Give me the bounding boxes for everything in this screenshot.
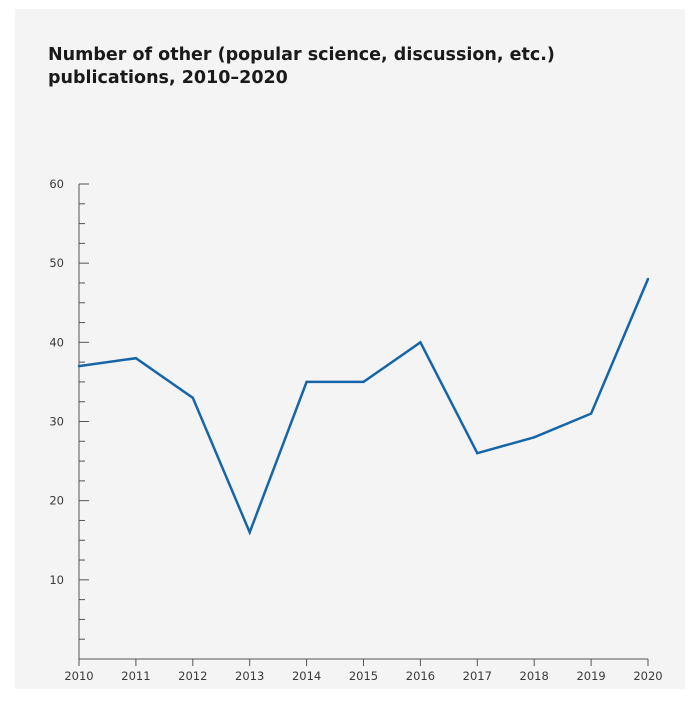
x-tick-label: 2020 (633, 669, 662, 683)
y-tick-label: 60 (49, 177, 64, 191)
chart-panel: Number of other (popular science, discus… (15, 9, 685, 689)
series (77, 277, 650, 536)
chart-title: Number of other (popular science, discus… (48, 45, 555, 88)
x-tick-label: 2016 (406, 669, 435, 683)
y-tick-label: 40 (49, 335, 64, 349)
x-tick-label: 2013 (235, 669, 264, 683)
data-point (191, 396, 194, 399)
x-tick-label: 2017 (463, 669, 492, 683)
y-tick-label: 30 (49, 415, 64, 429)
x-tick-label: 2018 (520, 669, 549, 683)
y-tick-label: 50 (49, 256, 64, 270)
y-tick-label: 10 (49, 573, 64, 587)
y-tick-label: 20 (49, 494, 64, 508)
x-tick-label: 2010 (64, 669, 93, 683)
data-point (533, 436, 536, 439)
data-point (134, 356, 138, 360)
data-point (362, 380, 365, 384)
data-point (476, 451, 479, 455)
ticks: 10 20 30 40 50 60 2010 2011 2012 2013 2014 2015 2016… (49, 177, 662, 683)
x-tick-label: 2019 (576, 669, 605, 683)
x-tick-label: 2014 (292, 669, 321, 683)
data-point (248, 531, 251, 534)
x-tick-label: 2015 (349, 669, 378, 683)
data-point (77, 364, 81, 368)
data-point (646, 277, 650, 281)
x-tick-label: 2012 (178, 669, 207, 683)
data-point (305, 380, 308, 384)
x-tick-label: 2011 (121, 669, 150, 683)
data-point (419, 341, 422, 344)
data-point (589, 412, 593, 415)
axes (78, 184, 648, 660)
series-line (78, 278, 650, 536)
